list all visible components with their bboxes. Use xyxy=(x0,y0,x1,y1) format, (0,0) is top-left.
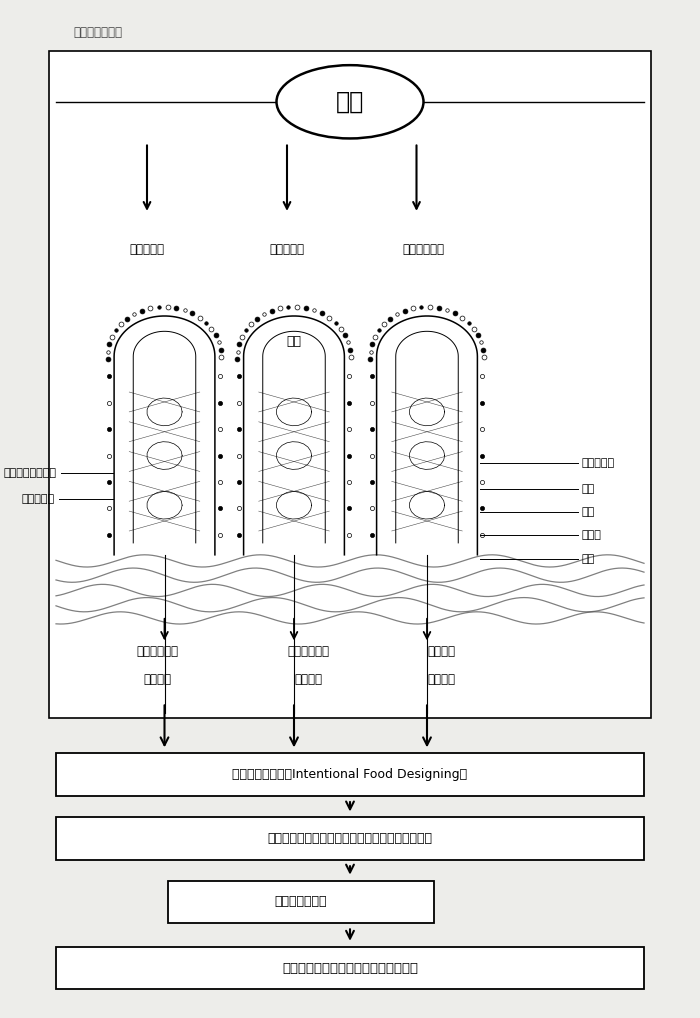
Text: 平滑筋: 平滑筋 xyxy=(581,530,601,541)
Text: 腸内微生物: 腸内微生物 xyxy=(130,243,164,256)
Text: 動脈: 動脈 xyxy=(581,484,594,494)
Bar xyxy=(56,947,644,989)
Text: 食品: 食品 xyxy=(336,90,364,114)
Text: 神経応答: 神経応答 xyxy=(294,673,322,685)
Text: 免疫機能向上　　神経機能向上　　代謝機能向上: 免疫機能向上 神経機能向上 代謝機能向上 xyxy=(267,833,433,845)
Bar xyxy=(49,51,651,718)
Ellipse shape xyxy=(276,65,424,138)
Text: 神経伝達物質: 神経伝達物質 xyxy=(287,645,329,658)
Bar xyxy=(56,753,644,796)
Text: 研究のイメージ: 研究のイメージ xyxy=(74,26,122,39)
Text: 生活の「質」の向上、国民健康の増進: 生活の「質」の向上、国民健康の増進 xyxy=(282,962,418,974)
Bar xyxy=(56,817,644,860)
Text: 微生物産物: 微生物産物 xyxy=(270,243,304,256)
Text: 代謝応答: 代謝応答 xyxy=(427,673,455,685)
Text: 管腔: 管腔 xyxy=(286,335,302,347)
Text: ホルモン: ホルモン xyxy=(427,645,455,658)
Text: 静脈: 静脈 xyxy=(581,507,594,517)
Text: 計画的食品設計（Intentional Food Designing）: 計画的食品設計（Intentional Food Designing） xyxy=(232,769,468,781)
Text: トランスポーター: トランスポーター xyxy=(4,468,57,478)
Text: サイトカイン: サイトカイン xyxy=(136,645,178,658)
Text: レセプター: レセプター xyxy=(21,494,54,504)
Bar xyxy=(168,881,434,923)
Text: 疾病予防、長寿: 疾病予防、長寿 xyxy=(274,896,328,908)
Text: 内分泌細胞: 内分泌細胞 xyxy=(581,458,614,468)
Text: 神経: 神経 xyxy=(581,554,594,564)
Text: 消化中間物質: 消化中間物質 xyxy=(402,243,444,256)
Text: 免疫応答: 免疫応答 xyxy=(144,673,172,685)
